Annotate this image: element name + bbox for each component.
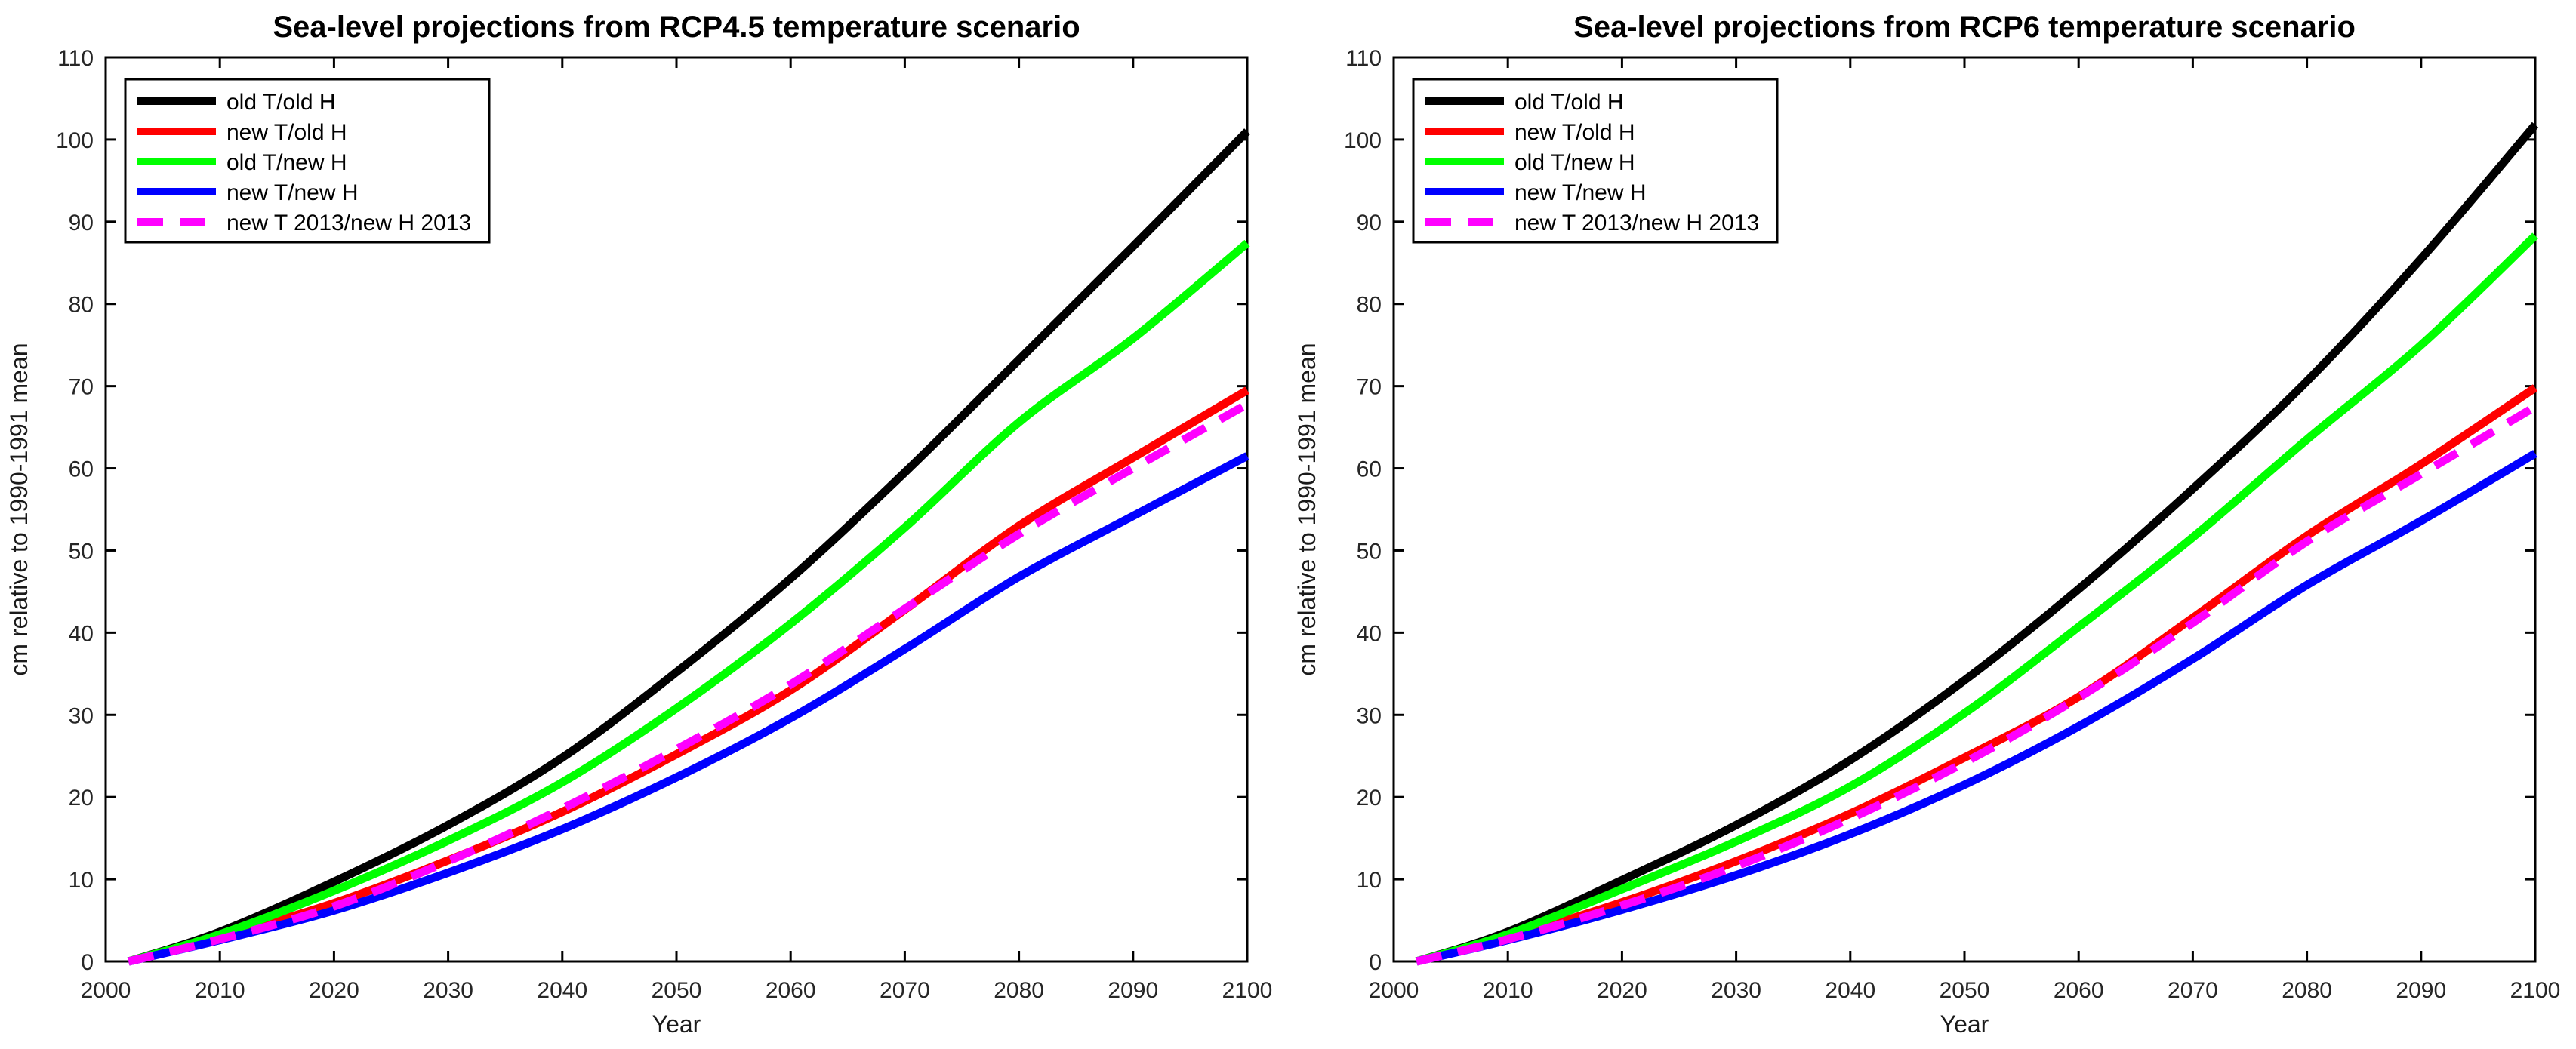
x-tick-label: 2080 <box>994 978 1044 1003</box>
y-tick-label: 80 <box>1357 293 1382 318</box>
curve-new-t-new-h <box>127 452 1249 966</box>
curve-new-t-old-h <box>127 386 1249 966</box>
x-axis-label: Year <box>652 1011 701 1038</box>
y-tick-label: 100 <box>1344 128 1382 153</box>
y-tick-label: 60 <box>1357 457 1382 482</box>
legend-entry-label: new T/new H <box>226 180 359 205</box>
x-tick-label: 2050 <box>1940 978 1990 1003</box>
y-tick-label: 20 <box>69 786 94 811</box>
x-axis-label: Year <box>1940 1011 1989 1038</box>
y-tick-label: 0 <box>81 950 94 975</box>
chart-title: Sea-level projections from RCP6 temperat… <box>1573 11 2356 44</box>
curve-old-t-old-h <box>127 128 1250 966</box>
y-tick-label: 30 <box>69 703 94 728</box>
x-tick-label: 2030 <box>423 978 473 1003</box>
y-tick-label: 60 <box>69 457 94 482</box>
y-tick-label: 30 <box>1357 703 1382 728</box>
legend-entry-label: old T/old H <box>1514 90 1624 115</box>
legend-entry-label: new T 2013/new H 2013 <box>226 211 471 235</box>
y-axis-label: cm relative to 1990-1991 mean <box>1293 343 1320 675</box>
legend-entry-label: old T/new H <box>226 150 347 175</box>
y-tick-label: 10 <box>1357 868 1382 893</box>
legend: old T/old H new T/old H old T/new H new T/n… <box>124 78 491 244</box>
y-axis-label: cm relative to 1990-1991 mean <box>5 343 32 675</box>
x-tick-label: 2080 <box>2282 978 2332 1003</box>
x-tick-label: 2090 <box>2396 978 2446 1003</box>
x-tick-label: 2060 <box>766 978 816 1003</box>
x-tick-label: 2000 <box>1369 978 1419 1003</box>
y-tick-label: 80 <box>69 293 94 318</box>
y-tick-label: 110 <box>1345 46 1382 71</box>
x-tick-label: 2070 <box>2168 978 2218 1003</box>
y-tick-label: 70 <box>69 375 94 400</box>
y-tick-label: 50 <box>69 539 94 564</box>
y-tick-label: 90 <box>69 211 94 235</box>
y-tick-label: 40 <box>1357 621 1382 646</box>
legend: old T/old H new T/old H old T/new H new T/n… <box>1412 78 1779 244</box>
y-tick-label: 50 <box>1357 539 1382 564</box>
legend-entry-label: new T/old H <box>1514 120 1635 145</box>
x-tick-label: 2090 <box>1108 978 1158 1003</box>
curve-new-t-2013-new-h-2013 <box>1415 403 2537 966</box>
x-tick-label: 2030 <box>1711 978 1761 1003</box>
y-tick-label: 70 <box>1357 375 1382 400</box>
x-tick-label: 2100 <box>2510 978 2561 1003</box>
x-tick-label: 2060 <box>2054 978 2104 1003</box>
legend-entry-label: new T/new H <box>1514 180 1647 205</box>
x-tick-label: 2070 <box>880 978 930 1003</box>
y-tick-label: 110 <box>57 46 94 71</box>
left-chart-panel: 2000 2010 2020 2030 2040 2050 2060 2070 2080 2090… <box>5 11 1273 1038</box>
x-tick-label: 2000 <box>81 978 131 1003</box>
x-tick-label: 2100 <box>1222 978 1273 1003</box>
right-chart-panel: 2000 2010 2020 2030 2040 2050 2060 2070 2080 2090… <box>1293 11 2561 1038</box>
x-tick-label: 2040 <box>537 978 587 1003</box>
x-tick-label: 2050 <box>652 978 702 1003</box>
y-tick-label: 100 <box>56 128 94 153</box>
legend-entry-label: old T/old H <box>226 90 336 115</box>
x-tick-label: 2010 <box>195 978 245 1003</box>
y-tick-label: 20 <box>1357 786 1382 811</box>
y-tick-label: 10 <box>69 868 94 893</box>
x-tick-label: 2020 <box>309 978 359 1003</box>
legend-entry-label: new T/old H <box>226 120 347 145</box>
curve-old-t-old-h <box>1415 122 2539 966</box>
y-tick-label: 0 <box>1369 950 1382 975</box>
x-tick-label: 2040 <box>1825 978 1875 1003</box>
x-tick-label: 2010 <box>1483 978 1533 1003</box>
y-tick-label: 90 <box>1357 211 1382 235</box>
chart-title: Sea-level projections from RCP4.5 temper… <box>273 11 1080 44</box>
legend-entry-label: old T/new H <box>1514 150 1635 175</box>
curve-old-t-new-h <box>1415 232 2538 966</box>
x-tick-label: 2020 <box>1597 978 1647 1003</box>
curve-old-t-new-h <box>127 239 1250 966</box>
curve-new-t-2013-new-h-2013 <box>127 400 1249 966</box>
y-tick-label: 40 <box>69 621 94 646</box>
legend-entry-label: new T 2013/new H 2013 <box>1514 211 1759 235</box>
